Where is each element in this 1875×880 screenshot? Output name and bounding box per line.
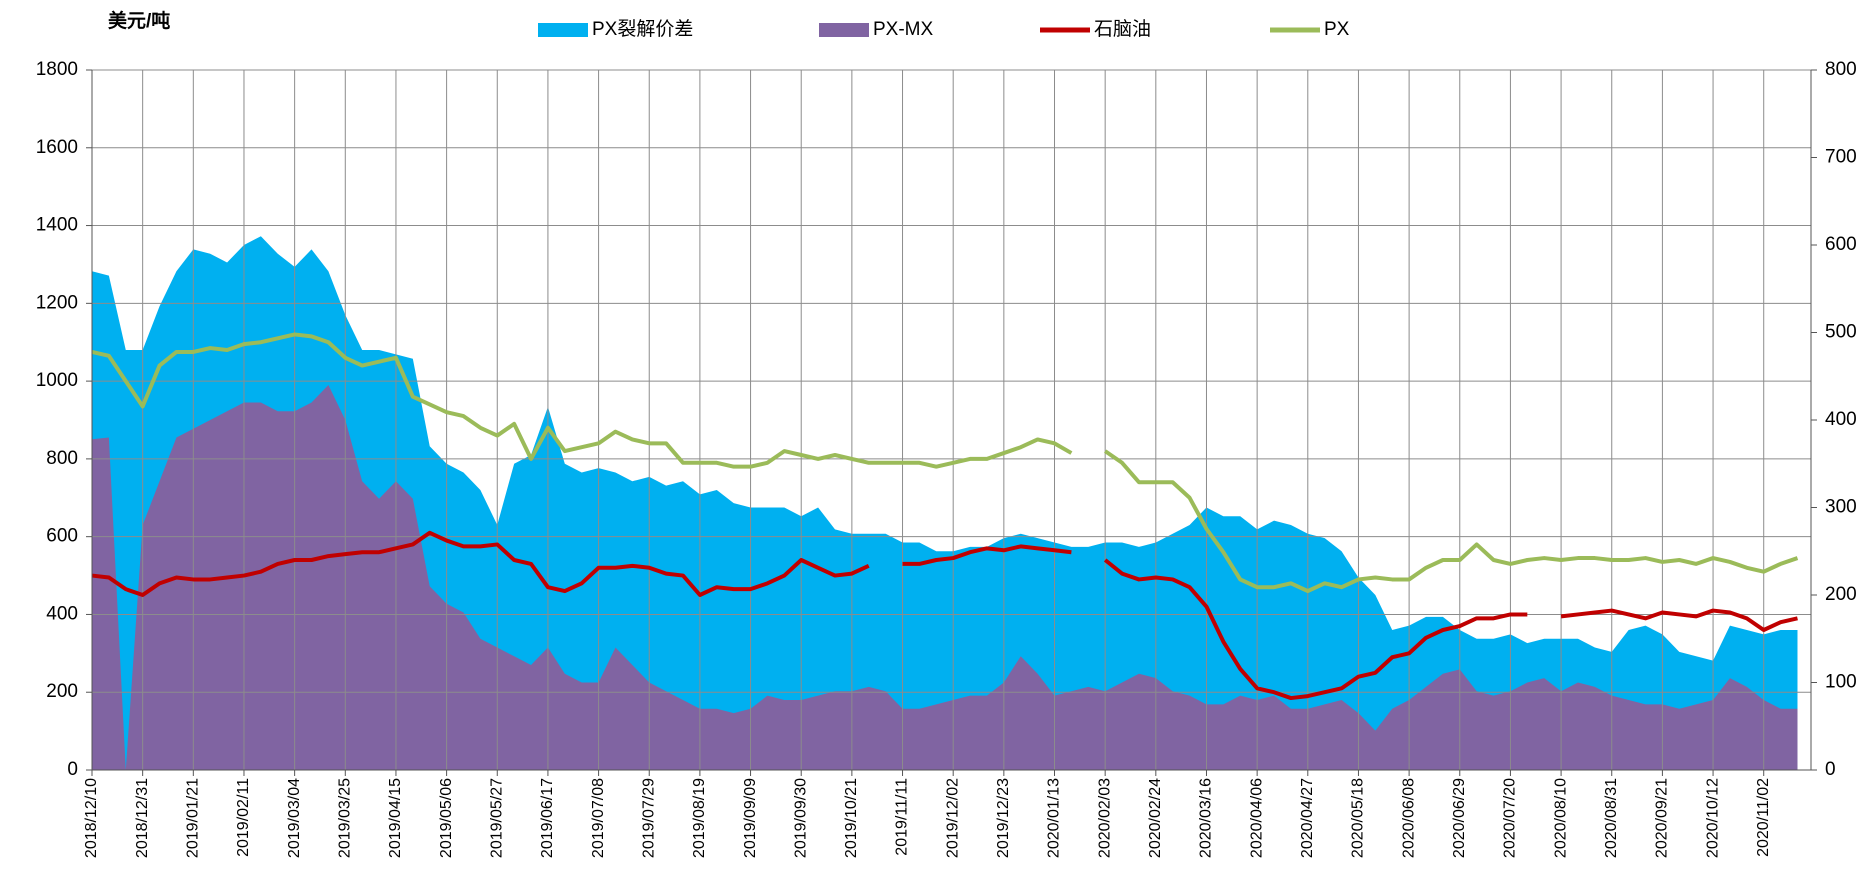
x-tick-label: 2020/06/08 [1400,778,1417,858]
legend-label: PX-MX [873,19,934,40]
area [92,236,1798,770]
x-tick-label: 2019/05/27 [488,778,505,858]
line [91,332,1799,594]
y-tick-label: 1400 [36,215,78,236]
y2-tick-label: 500 [1825,322,1857,343]
y-tick-label: 1800 [36,59,78,80]
y-tick-label: 0 [67,759,78,780]
x-tick-label: 2020/04/06 [1248,778,1265,858]
areas [92,236,1798,770]
x-tick-label: 2020/01/13 [1046,778,1063,858]
x-tick-label: 2019/09/30 [792,778,809,858]
x-tick-label: 2020/10/12 [1704,778,1721,858]
x-tick-label: 2019/06/17 [539,778,556,858]
x-tick-label: 2018/12/31 [134,778,151,858]
x-tick-label: 2020/05/18 [1350,778,1367,858]
x-tick-label: 2020/09/21 [1654,778,1671,858]
x-tick-label: 2020/08/31 [1603,778,1620,858]
y2-tick-label: 800 [1825,59,1857,80]
y2-tick-label: 300 [1825,497,1857,518]
x-tick-label: 2019/05/06 [438,778,455,858]
y2-tick-label: 0 [1825,759,1836,780]
lines [91,332,1799,701]
x-tick-label: 2019/11/11 [894,778,911,856]
x-tick-label: 2019/07/29 [640,778,657,858]
x-tick-label: 2019/04/15 [387,778,404,858]
y-tick-label: 800 [46,448,78,469]
x-tick-label: 2020/02/24 [1147,778,1164,858]
legend-label: PX裂解价差 [592,18,693,40]
x-tick-label: 2019/03/25 [337,778,354,858]
y2-tick-label: 100 [1825,672,1857,693]
x-tick-label: 2019/03/04 [286,778,303,858]
legend-swatch [819,23,869,37]
y-tick-label: 1600 [36,137,78,158]
x-tick-label: 2020/07/20 [1502,778,1519,858]
line [91,530,1798,701]
y2-tick-label: 200 [1825,584,1857,605]
x-tick-label: 2019/10/21 [843,778,860,858]
x-tick-label: 2019/12/02 [944,778,961,858]
x-tick-label: 2020/11/02 [1755,778,1772,857]
x-tick-label: 2020/04/27 [1299,778,1316,858]
x-tick-label: 2020/08/10 [1552,778,1569,858]
x-tick-label: 2019/09/09 [742,778,759,858]
y2-tick-label: 400 [1825,409,1857,430]
legend-swatch [538,23,588,37]
y-tick-label: 200 [46,681,78,702]
area [92,385,1798,770]
y-tick-label: 400 [46,603,78,624]
y-tick-label: 1200 [36,292,78,313]
y-tick-label: 600 [46,526,78,547]
x-tick-label: 2019/01/21 [185,778,202,858]
y-axis-unit: 美元/吨 [108,9,170,32]
x-tick-label: 2019/02/11 [235,778,252,857]
x-tick-label: 2019/08/19 [691,778,708,858]
y2-tick-label: 600 [1825,234,1857,255]
axes: 0 200 400 600 800 1000 1200 1400 1600 1800 0 100 200… [36,59,1857,858]
legend-label: PX [1324,19,1350,40]
x-tick-label: 2019/12/23 [995,778,1012,858]
x-tick-label: 2020/02/03 [1096,778,1113,858]
y-tick-label: 1000 [36,370,78,391]
x-tick-label: 2018/12/10 [83,778,100,858]
x-tick-label: 2020/03/16 [1198,778,1215,858]
legend-label: 石脑油 [1094,18,1151,40]
y2-tick-label: 700 [1825,147,1857,168]
x-tick-label: 2020/06/29 [1451,778,1468,858]
x-tick-label: 2019/07/08 [590,778,607,858]
